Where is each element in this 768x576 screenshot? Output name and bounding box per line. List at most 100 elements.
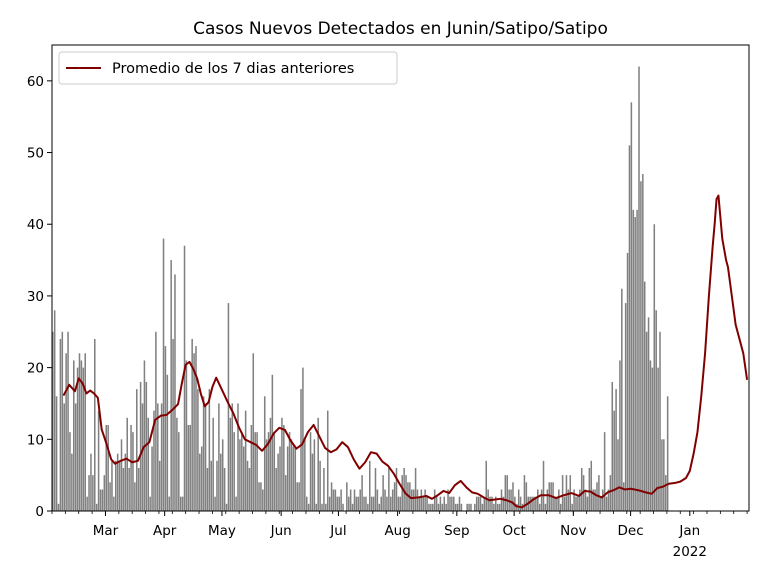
- legend-label: Promedio de los 7 dias anteriores: [112, 61, 354, 77]
- bar: [111, 460, 113, 511]
- bar: [439, 496, 442, 511]
- bar: [122, 467, 125, 511]
- y-tick-label: 50: [27, 146, 44, 162]
- bar: [611, 381, 614, 511]
- bar: [69, 432, 71, 511]
- bar: [74, 403, 77, 511]
- bar: [71, 453, 73, 511]
- bar: [622, 482, 625, 511]
- bar: [220, 453, 222, 511]
- bar: [256, 432, 258, 511]
- bar: [315, 503, 318, 511]
- bar: [109, 482, 111, 511]
- bar: [302, 367, 304, 511]
- y-tick-label: 10: [27, 432, 44, 448]
- bar: [533, 496, 535, 511]
- bar: [242, 446, 245, 511]
- bar: [229, 417, 232, 511]
- bar: [632, 209, 635, 511]
- bar: [265, 439, 268, 511]
- bar: [519, 496, 522, 511]
- bar: [246, 460, 249, 511]
- bar: [254, 432, 256, 511]
- bar: [326, 410, 329, 511]
- bar: [594, 489, 596, 511]
- bar: [432, 503, 434, 511]
- bar: [512, 482, 514, 511]
- bar: [477, 496, 480, 511]
- line-layer: [62, 194, 749, 509]
- bar: [101, 489, 104, 511]
- bar: [426, 496, 428, 511]
- bar: [174, 274, 176, 511]
- bar: [613, 410, 615, 511]
- bar: [160, 403, 163, 511]
- bar: [263, 396, 266, 511]
- bar: [435, 496, 438, 511]
- bar: [80, 360, 83, 511]
- bar: [239, 439, 241, 511]
- bar: [107, 424, 109, 511]
- bar: [353, 489, 356, 511]
- bar: [223, 467, 226, 511]
- bar: [227, 303, 230, 511]
- bar: [300, 389, 302, 511]
- bar: [443, 496, 445, 511]
- bar: [367, 503, 369, 511]
- bar: [97, 410, 100, 511]
- y-tick-label: 0: [35, 504, 44, 520]
- bar: [99, 489, 102, 511]
- bar: [537, 489, 539, 511]
- bar: [481, 503, 484, 511]
- bar: [363, 496, 365, 511]
- x-tick-label: Jul: [329, 523, 346, 539]
- bar: [235, 496, 237, 511]
- bar: [355, 496, 358, 511]
- bar: [647, 317, 650, 511]
- bar: [200, 446, 203, 511]
- bar: [621, 288, 623, 511]
- bar: [317, 417, 319, 511]
- bar: [136, 389, 138, 511]
- bar: [584, 489, 587, 511]
- bar: [313, 439, 316, 511]
- bar: [605, 496, 608, 511]
- bar: [630, 102, 633, 511]
- chart-title: Casos Nuevos Detectados en Junin/Satipo/…: [193, 19, 608, 39]
- bar: [153, 410, 155, 511]
- bar: [141, 403, 144, 511]
- bar: [332, 489, 335, 511]
- bar: [63, 403, 65, 511]
- bar: [296, 482, 298, 511]
- bar: [294, 446, 297, 511]
- bar: [535, 496, 537, 511]
- bar: [458, 496, 461, 511]
- bar: [506, 475, 509, 511]
- bar: [395, 467, 398, 511]
- bar: [147, 417, 150, 511]
- bar: [601, 489, 604, 511]
- bar: [216, 460, 218, 511]
- bar: [325, 503, 327, 511]
- bar: [307, 503, 310, 511]
- bar: [92, 475, 94, 511]
- bar: [384, 489, 386, 511]
- bar: [651, 367, 654, 511]
- bar: [346, 482, 348, 511]
- bar: [664, 475, 667, 511]
- bar: [120, 439, 123, 511]
- bar: [368, 460, 371, 511]
- x-tick-label: May: [208, 523, 236, 539]
- bar: [529, 496, 531, 511]
- bar: [603, 432, 606, 511]
- y-axis: 0 10 20 30 40 50 60: [27, 74, 52, 520]
- bar: [271, 374, 274, 511]
- bar: [206, 467, 209, 511]
- bar: [399, 496, 402, 511]
- bar: [657, 367, 659, 511]
- bar: [495, 496, 497, 511]
- bar: [53, 310, 56, 511]
- bar: [267, 432, 270, 511]
- bar: [94, 338, 96, 511]
- bar: [617, 439, 619, 511]
